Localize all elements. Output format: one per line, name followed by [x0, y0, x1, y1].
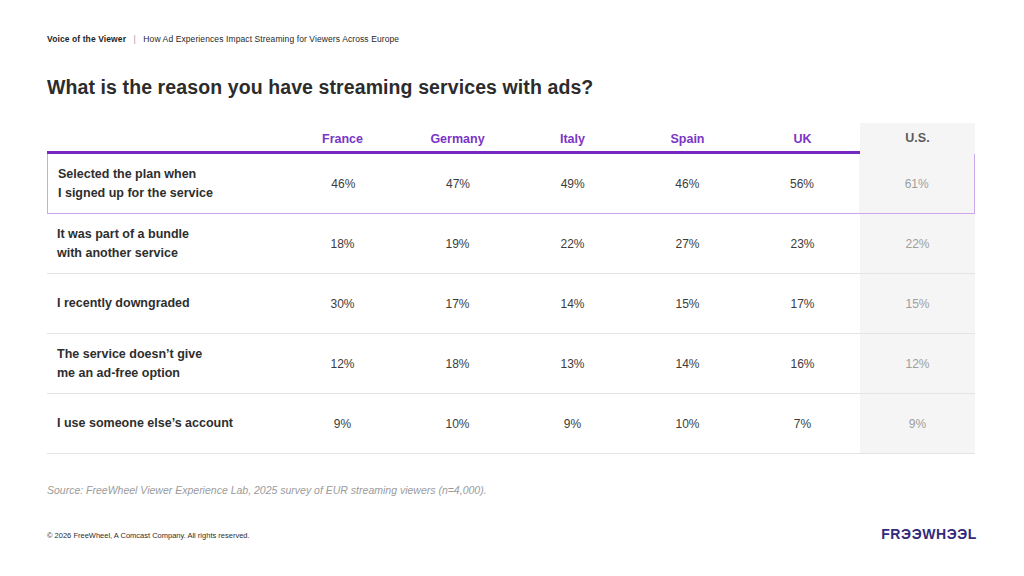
row-label-line: I use someone else’s account — [57, 414, 285, 432]
value-us: 9% — [860, 394, 975, 453]
row-label-line: The service doesn’t give — [57, 345, 285, 363]
value-france: 30% — [285, 297, 400, 311]
row-label-line: Selected the plan when — [58, 165, 286, 183]
value-uk: 56% — [745, 177, 860, 191]
value-italy: 14% — [515, 297, 630, 311]
report-subtitle: How Ad Experiences Impact Streaming for … — [143, 34, 399, 44]
value-germany: 47% — [401, 177, 516, 191]
value-uk: 16% — [745, 357, 860, 371]
column-header-spain: Spain — [630, 132, 745, 146]
value-italy: 9% — [515, 417, 630, 431]
row-label-line: me an ad-free option — [57, 364, 285, 382]
value-italy: 13% — [515, 357, 630, 371]
column-header-italy: Italy — [515, 132, 630, 146]
column-header-germany: Germany — [400, 132, 515, 146]
row-label: I use someone else’s account — [47, 414, 285, 432]
freewheel-logo: FRЭЭWHЭЭL — [881, 526, 977, 542]
value-germany: 18% — [400, 357, 515, 371]
value-italy: 22% — [515, 237, 630, 251]
row-label-line: I recently downgraded — [57, 294, 285, 312]
value-us: 12% — [860, 334, 975, 393]
table-header-row: France Germany Italy Spain UK U.S. — [47, 123, 975, 154]
row-label-line: It was part of a bundle — [57, 225, 285, 243]
value-spain: 27% — [630, 237, 745, 251]
value-us: 15% — [860, 274, 975, 333]
value-uk: 23% — [745, 237, 860, 251]
value-spain: 10% — [630, 417, 745, 431]
value-france: 46% — [286, 177, 401, 191]
data-table: France Germany Italy Spain UK U.S. Selec… — [47, 123, 975, 454]
table-row: The service doesn’t give me an ad-free o… — [47, 334, 975, 394]
table-row: It was part of a bundle with another ser… — [47, 214, 975, 274]
report-breadcrumb: Voice of the Viewer | How Ad Experiences… — [47, 34, 399, 44]
value-france: 9% — [285, 417, 400, 431]
row-label-line: I signed up for the service — [58, 184, 286, 202]
report-brand: Voice of the Viewer — [47, 34, 126, 44]
page-title: What is the reason you have streaming se… — [47, 76, 593, 99]
value-uk: 17% — [745, 297, 860, 311]
value-germany: 10% — [400, 417, 515, 431]
row-label: Selected the plan when I signed up for t… — [48, 165, 286, 201]
value-spain: 14% — [630, 357, 745, 371]
value-spain: 15% — [630, 297, 745, 311]
row-label: The service doesn’t give me an ad-free o… — [47, 345, 285, 381]
table-row: I use someone else’s account 9% 10% 9% 1… — [47, 394, 975, 454]
row-label: I recently downgraded — [47, 294, 285, 312]
value-france: 18% — [285, 237, 400, 251]
column-header-us: U.S. — [860, 123, 975, 154]
slide: Voice of the Viewer | How Ad Experiences… — [0, 0, 1024, 576]
copyright-text: © 2026 FreeWheel, A Comcast Company. All… — [47, 531, 250, 540]
source-note: Source: FreeWheel Viewer Experience Lab,… — [47, 484, 487, 496]
column-header-france: France — [285, 132, 400, 146]
table-row: I recently downgraded 30% 17% 14% 15% 17… — [47, 274, 975, 334]
breadcrumb-separator: | — [134, 34, 136, 44]
row-label-line: with another service — [57, 244, 285, 262]
value-germany: 17% — [400, 297, 515, 311]
value-us: 61% — [859, 154, 974, 213]
value-spain: 46% — [630, 177, 745, 191]
value-italy: 49% — [515, 177, 630, 191]
value-france: 12% — [285, 357, 400, 371]
column-header-uk: UK — [745, 132, 860, 146]
row-label: It was part of a bundle with another ser… — [47, 225, 285, 261]
value-us: 22% — [860, 214, 975, 273]
value-germany: 19% — [400, 237, 515, 251]
table-row: Selected the plan when I signed up for t… — [47, 154, 975, 214]
value-uk: 7% — [745, 417, 860, 431]
